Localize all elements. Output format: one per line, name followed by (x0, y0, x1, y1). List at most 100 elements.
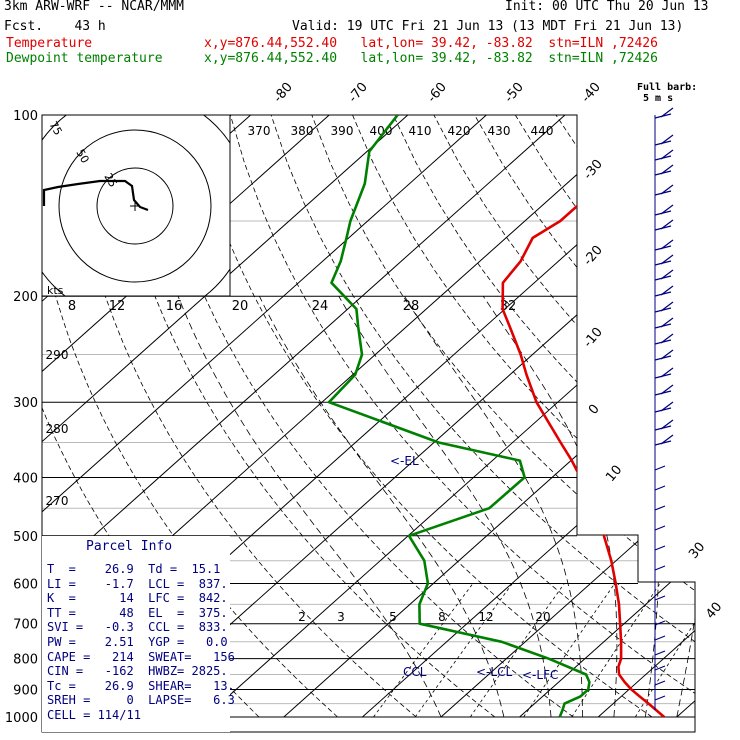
mixing-ratio-2 (373, 583, 474, 718)
wind-barb (660, 384, 674, 395)
isotherm--10 (362, 115, 695, 718)
wind-barb (660, 184, 674, 195)
wind-barb (660, 134, 674, 145)
dewpoint-location: x,y=876.44,552.40 lat,lon= 39.42, -83.82… (204, 51, 658, 66)
parcel-info-title: Parcel Info (86, 539, 173, 554)
pressure-label-900: 900 (13, 683, 38, 698)
temperature-profile (501, 115, 666, 718)
hodograph-ring-label: 75 (46, 119, 64, 138)
ccl-marker: CCL (403, 665, 427, 679)
wind-barb (660, 269, 674, 280)
theta-label: 430 (488, 124, 511, 138)
mixing-ratio-label: 8 (438, 610, 446, 624)
parcel-info-row: K = 14 LFC = 842. (47, 591, 228, 606)
wind-barb (660, 419, 674, 430)
hodograph-ring-label: 25 (101, 171, 119, 190)
isotherm--70 (42, 115, 566, 718)
forecast-hour: Fcst. 43 h (4, 19, 106, 34)
dewpoint-profile (327, 115, 591, 718)
dry-adiabat-390 (555, 115, 695, 718)
wind-barb (660, 107, 674, 118)
dry-adiabat-370 (474, 115, 695, 718)
wind-barb (654, 565, 666, 571)
dry-adiabat-340 (352, 115, 695, 718)
wind-barb (654, 595, 666, 601)
isotherm--30 (204, 115, 695, 718)
pressure-label-200: 200 (13, 290, 38, 305)
parcel-info-row: T = 26.9 Td = 15.1 (47, 562, 221, 576)
wind-barb (654, 525, 666, 531)
isotherm-label: -20 (581, 243, 606, 269)
parcel-info-row: CIN = -162 HWBZ= 2825. (47, 664, 228, 679)
dry-adiabat-260 (42, 115, 338, 718)
isotherm--80 (42, 115, 487, 718)
theta-label: 440 (531, 124, 554, 138)
hodograph-trace (42, 179, 149, 212)
temperature-legend-label: Temperature (6, 36, 93, 51)
hodograph-u-label: 12 (109, 299, 126, 314)
parcel-info-row: SVI = -0.3 CCL = 833. (47, 620, 228, 635)
wind-barb (654, 650, 666, 656)
isotherm-label: -40 (579, 80, 604, 106)
isotherm-label: 10 (603, 463, 625, 485)
barb-unit-legend: 5 m s (643, 93, 674, 104)
hodograph-ring (96, 167, 174, 245)
parcel-info-row: CELL = 114/11 (47, 708, 141, 722)
wind-barb (660, 367, 674, 378)
isotherm--20 (283, 115, 695, 718)
dry-adiabat-270 (67, 115, 417, 718)
hodograph-units: kts (47, 284, 64, 297)
wind-barb (654, 505, 666, 511)
plot-frame (41, 114, 696, 733)
wind-barb (660, 401, 674, 412)
pressure-label-300: 300 (13, 396, 38, 411)
dry-adiabat-310 (230, 115, 695, 718)
pressure-label-1000: 1000 (5, 711, 38, 726)
pressure-label-600: 600 (13, 577, 38, 592)
pressure-label-100: 100 (13, 109, 38, 124)
wind-barb (660, 301, 674, 312)
moist-adiabat-26 (575, 295, 659, 718)
wind-barb (654, 465, 666, 471)
hodograph-u-label: 16 (166, 299, 183, 314)
isotherm-label: -50 (502, 80, 527, 106)
mixing-ratio-label: 5 (389, 610, 397, 624)
wind-barb (654, 665, 666, 671)
moist-adiabat-30 (676, 296, 695, 718)
isotherm-label: 0 (586, 402, 603, 418)
lfc-marker: <-LFC (522, 668, 558, 682)
wind-barb (654, 635, 666, 641)
parcel-info-row: TT = 48 EL = 375. (47, 605, 228, 620)
theta-label: 290 (46, 348, 69, 362)
dry-adiabat-420 (677, 115, 695, 718)
hodograph-u-label: 20 (232, 299, 249, 314)
dry-adiabat-350 (392, 115, 695, 718)
theta-label: 420 (448, 124, 471, 138)
hodograph-u-label: 8 (68, 299, 76, 314)
isotherm-label: 40 (703, 600, 725, 622)
wind-barb (660, 333, 674, 344)
wind-barb (660, 219, 674, 230)
hodograph-ring (58, 129, 212, 283)
pressure-label-800: 800 (13, 653, 38, 668)
wind-barb (660, 239, 674, 250)
dry-adiabat-400 (596, 115, 695, 718)
isotherm-label: -60 (425, 80, 450, 106)
theta-label: 390 (331, 124, 354, 138)
mixing-ratio-label: 2 (298, 610, 306, 624)
valid-time: Valid: 19 UTC Fri 21 Jun 13 (13 MDT Fri … (292, 19, 684, 34)
isotherm-10 (519, 115, 695, 718)
isotherm-label: -80 (271, 80, 296, 106)
isotherm-label: -30 (581, 157, 606, 183)
moist-adiabat-22 (482, 295, 618, 718)
isotherm-label: 30 (686, 540, 708, 562)
hodograph-ring-label: 50 (73, 147, 91, 166)
moist-adiabat-8 (259, 296, 505, 718)
mixing-ratio-label: 12 (478, 610, 493, 624)
mixing-ratio-label: 20 (535, 610, 550, 624)
parcel-info-row: LI = -1.7 LCL = 837. (47, 576, 228, 591)
wind-barb (654, 695, 666, 701)
mixing-ratio-8 (523, 583, 616, 718)
dry-adiabat-380 (514, 115, 695, 718)
